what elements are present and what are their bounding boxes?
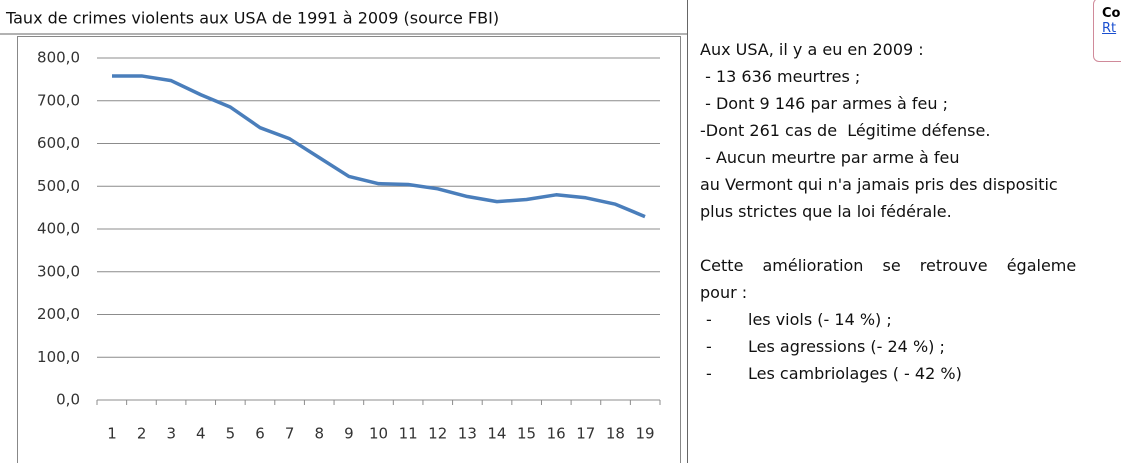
x-tick-label: 7 <box>285 425 295 443</box>
chart-title: Taux de crimes violents aux USA de 1991 … <box>5 9 499 28</box>
x-tick-label: 12 <box>428 425 447 443</box>
list-text: Les cambriolages ( - 42 %) <box>748 364 962 383</box>
list-marker: - <box>706 337 712 356</box>
data-line <box>112 74 646 219</box>
y-tick-label: 700,0 <box>37 91 80 109</box>
list-item: - Les cambriolages ( - 42 %) <box>700 360 1093 387</box>
x-tick-label: 13 <box>458 425 477 443</box>
y-tick-label: 0,0 <box>56 391 80 409</box>
x-tick-label: 1 <box>107 425 117 443</box>
text-line: -Dont 261 cas de Légitime défense. <box>700 121 991 140</box>
x-tick-label: 15 <box>517 425 536 443</box>
x-tick-label: 18 <box>606 425 625 443</box>
chart-frame <box>17 36 681 463</box>
y-tick-label: 400,0 <box>37 220 80 238</box>
text-line: pour : <box>700 283 748 302</box>
text-line: plus strictes que la loi fédérale. <box>700 202 952 221</box>
x-tick-label: 16 <box>547 425 566 443</box>
y-tick-label: 800,0 <box>37 49 80 67</box>
comment: Co Rt <box>1093 0 1121 62</box>
list-text: Les agressions (- 24 %) ; <box>748 337 945 356</box>
text-line: Aux USA, il y a eu en 2009 : <box>700 40 924 59</box>
text-line: - 13 636 meurtres ; <box>700 67 861 86</box>
list-marker: - <box>706 364 712 383</box>
x-tick-label: 5 <box>226 425 236 443</box>
y-tick-label: 100,0 <box>37 348 80 366</box>
text-line: Cette amélioration se retrouve égaleme <box>700 256 1077 275</box>
y-tick-label: 500,0 <box>37 177 80 195</box>
x-tick-label: 8 <box>315 425 325 443</box>
x-tick-label: 11 <box>399 425 418 443</box>
y-tick-label: 600,0 <box>37 134 80 152</box>
x-tick-label: 2 <box>137 425 147 443</box>
x-tick-label: 9 <box>344 425 354 443</box>
x-tick-label: 6 <box>255 425 265 443</box>
text-line: au Vermont qui n'a jamais pris des dispo… <box>700 175 1058 194</box>
x-tick-label: 3 <box>166 425 176 443</box>
text-line: - Aucun meurtre par arme à feu <box>700 148 960 167</box>
blank-line <box>700 225 1093 252</box>
text-line: - Dont 9 146 par armes à feu ; <box>700 94 949 113</box>
comment-author: Co <box>1102 6 1121 21</box>
list-text: les viols (- 14 %) ; <box>748 310 892 329</box>
text-panel: Aux USA, il y a eu en 2009 : - 13 636 me… <box>700 36 1093 387</box>
y-tick-label: 300,0 <box>37 262 80 280</box>
y-tick-label: 200,0 <box>37 305 80 323</box>
chart: Taux de crimes violents aux USA de 1991 … <box>0 0 688 463</box>
list-marker: - <box>706 310 712 329</box>
x-tick-label: 19 <box>635 425 654 443</box>
x-tick-label: 10 <box>369 425 388 443</box>
list-item: - les viols (- 14 %) ; <box>700 306 1093 333</box>
list-item: - Les agressions (- 24 %) ; <box>700 333 1093 360</box>
x-tick-label: 4 <box>196 425 206 443</box>
x-tick-label: 17 <box>576 425 595 443</box>
x-tick-label: 14 <box>487 425 506 443</box>
comment-link[interactable]: Rt <box>1102 21 1117 36</box>
